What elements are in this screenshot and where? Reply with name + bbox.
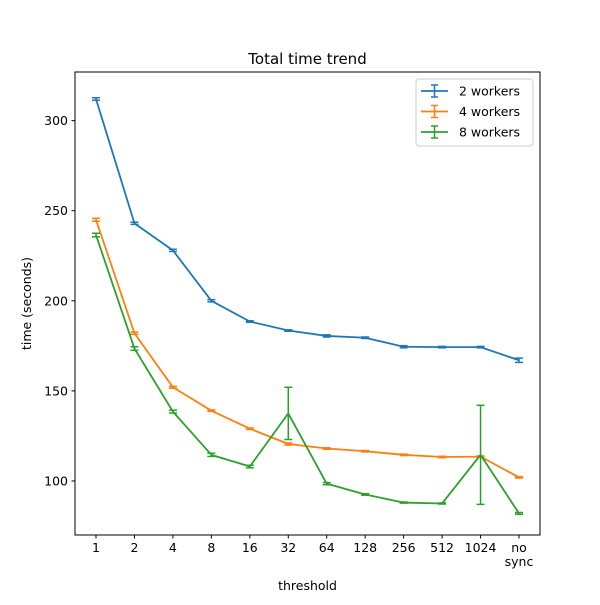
series-layer — [92, 97, 523, 516]
legend-label: 8 workers — [459, 125, 520, 140]
series-line — [95, 219, 520, 479]
x-axis-label: threshold — [278, 578, 337, 593]
series-line — [95, 98, 520, 362]
series-2 — [92, 217, 523, 479]
chart-title: Total time trend — [247, 50, 366, 68]
legend-label: 4 workers — [459, 104, 520, 119]
legend: 2 workers 4 workers 8 workers — [415, 78, 534, 147]
y-axis: 100 150 200 250 300 — [44, 113, 75, 488]
series-line — [95, 234, 520, 514]
x-tick-label: 4 — [169, 540, 177, 555]
x-axis: 1 2 4 8 16 32 64 128 256 512 1024 no sync — [92, 535, 533, 569]
x-tick-label: 128 — [353, 540, 377, 555]
x-tick-label: 64 — [319, 540, 335, 555]
x-tick-label: 1024 — [465, 540, 497, 555]
legend-entry-2: 4 workers — [421, 104, 520, 119]
legend-label: 2 workers — [459, 84, 520, 99]
x-tick-label: 8 — [207, 540, 215, 555]
y-tick-label: 100 — [44, 473, 68, 488]
y-tick-label: 200 — [44, 293, 68, 308]
series-1 — [92, 97, 523, 364]
x-tick-label: 16 — [242, 540, 258, 555]
y-axis-label: time (seconds) — [19, 257, 34, 350]
x-tick-label: 256 — [392, 540, 416, 555]
axes-frame — [74, 71, 541, 536]
y-tick-label: 150 — [44, 383, 68, 398]
y-tick-label: 250 — [44, 203, 68, 218]
legend-entry-3: 8 workers — [421, 125, 520, 140]
x-tick-label: 2 — [130, 540, 138, 555]
x-tick-label: 32 — [280, 540, 296, 555]
legend-entry-1: 2 workers — [421, 84, 520, 99]
x-tick-label: 1 — [92, 540, 100, 555]
y-tick-label: 300 — [44, 113, 68, 128]
x-tick-label: 512 — [430, 540, 454, 555]
legend-box — [415, 78, 534, 147]
series-3 — [92, 232, 523, 516]
x-tick-label: no sync — [505, 540, 534, 569]
